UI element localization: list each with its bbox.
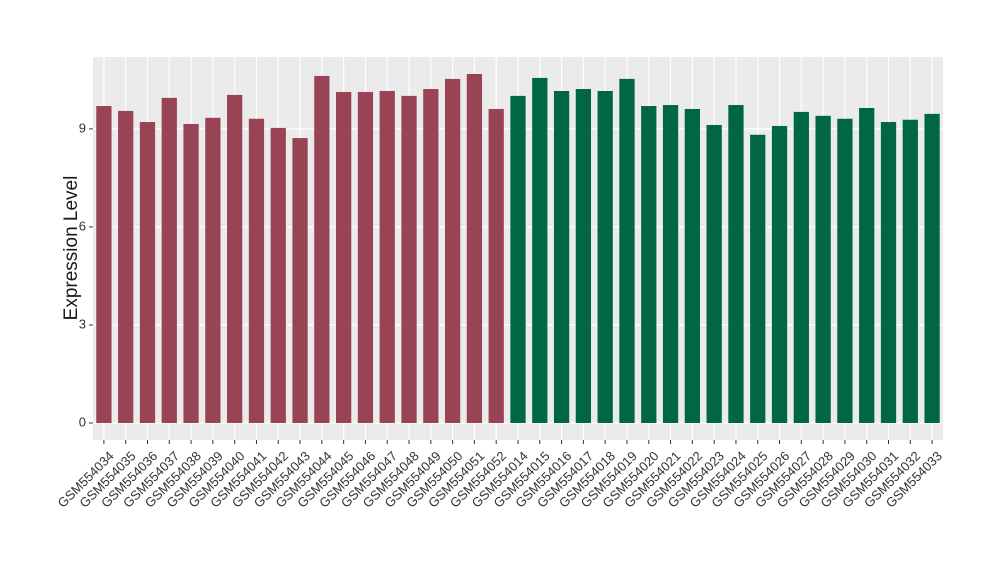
y-axis-title: Expression Level — [61, 176, 82, 321]
bar — [357, 91, 374, 424]
bar — [161, 97, 177, 424]
bar — [423, 89, 439, 424]
bar — [270, 127, 286, 424]
bar — [750, 134, 766, 424]
bar — [575, 89, 592, 424]
bar — [771, 125, 788, 424]
bar — [684, 108, 700, 424]
bar — [510, 95, 526, 424]
bar — [444, 78, 461, 424]
bar — [401, 95, 417, 424]
bar — [336, 91, 352, 424]
bar — [902, 119, 918, 424]
bar — [793, 111, 809, 424]
bar — [880, 122, 897, 424]
y-tick-label: 0 — [79, 414, 86, 429]
bar — [227, 94, 243, 424]
y-tick-label: 3 — [79, 316, 86, 331]
bar — [706, 124, 722, 424]
bar — [292, 138, 308, 424]
bar — [379, 90, 395, 424]
bar — [248, 118, 265, 424]
bar — [96, 106, 112, 424]
bar — [728, 105, 744, 424]
bar — [619, 78, 635, 424]
bar — [597, 90, 613, 424]
bar — [205, 117, 221, 424]
bar — [139, 122, 156, 424]
y-tick-label: 9 — [79, 120, 86, 135]
bar — [488, 108, 504, 424]
bar — [924, 113, 940, 424]
bar — [532, 77, 548, 424]
bar — [662, 105, 679, 424]
bar — [815, 115, 831, 424]
bar — [837, 118, 853, 424]
bar — [183, 123, 199, 424]
bar — [553, 90, 570, 424]
bar — [118, 110, 134, 424]
bar — [641, 106, 657, 424]
bar — [314, 75, 330, 424]
bar — [466, 73, 483, 424]
y-tick-label: 6 — [79, 218, 86, 233]
bar — [859, 107, 875, 424]
